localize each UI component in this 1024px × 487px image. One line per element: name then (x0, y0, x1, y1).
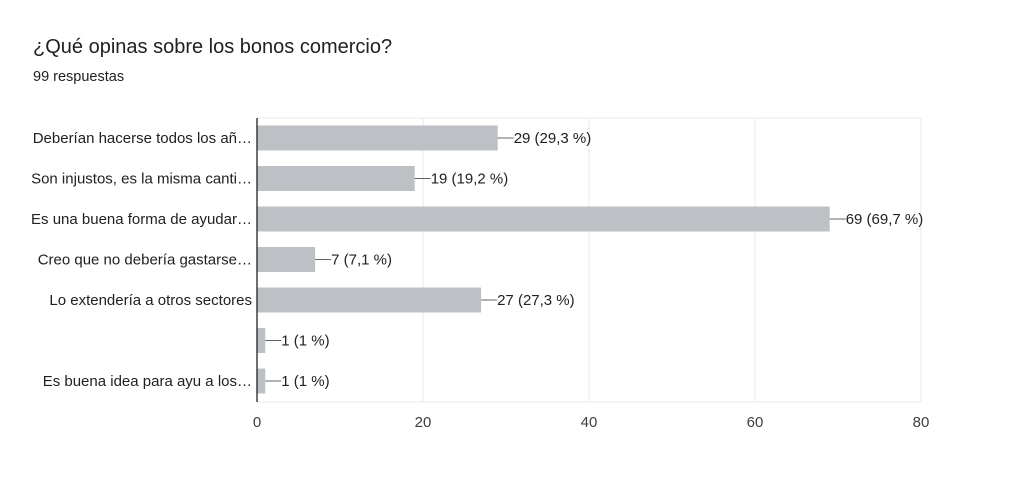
bar (257, 125, 498, 151)
bar (257, 368, 266, 394)
category-label: Creo que no debería gastarse… (38, 252, 252, 269)
data-label: 7 (7,1 %) (331, 252, 392, 269)
bar (257, 247, 316, 272)
category-label: Lo extendería a otros sectores (49, 292, 252, 309)
x-tick-label: 0 (253, 414, 261, 431)
x-tick-label: 20 (415, 414, 432, 431)
bar (257, 206, 830, 232)
response-count: 99 respuestas (33, 69, 125, 85)
data-label: 1 (1 %) (281, 333, 329, 350)
bar (257, 287, 482, 313)
category-label: Deberían hacerse todos los añ… (33, 130, 252, 147)
bar (257, 328, 266, 353)
data-label: 27 (27,3 %) (497, 292, 575, 309)
data-label: 19 (19,2 %) (431, 171, 509, 188)
x-tick-label: 40 (581, 414, 598, 431)
x-tick-label: 60 (747, 414, 764, 431)
x-tick-label: 80 (913, 414, 930, 431)
data-label: 29 (29,3 %) (514, 130, 592, 147)
category-label: Es una buena forma de ayudar… (31, 211, 252, 228)
bar (257, 166, 415, 191)
data-label: 1 (1 %) (281, 373, 329, 390)
chart-title: ¿Qué opinas sobre los bonos comercio? (33, 36, 393, 58)
category-label: Son injustos, es la misma canti… (31, 171, 252, 188)
category-label: Es buena idea para ayu a los… (43, 373, 252, 390)
data-label: 69 (69,7 %) (846, 211, 924, 228)
